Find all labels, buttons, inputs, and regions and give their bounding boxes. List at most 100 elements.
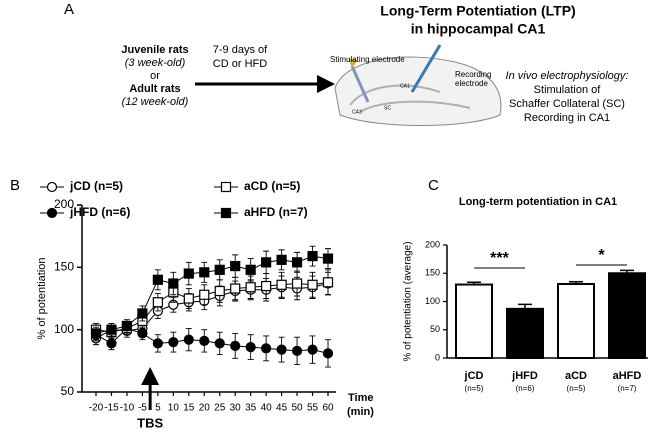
- marker: [199, 335, 210, 346]
- bar: [608, 272, 646, 359]
- x-tick-label: 15: [183, 403, 195, 414]
- marker: [106, 338, 117, 349]
- y-tick-label: 100: [425, 296, 440, 306]
- marker: [307, 344, 318, 355]
- method-text: Recording in CA1: [524, 112, 610, 124]
- y-tick-label: 150: [425, 268, 440, 278]
- marker: [168, 278, 179, 289]
- y-tick-label: 50: [430, 324, 440, 334]
- series-line: [95, 283, 329, 339]
- marker: [245, 264, 256, 275]
- x-tick-label: 10: [168, 403, 180, 414]
- series-line: [95, 327, 329, 354]
- panel-label: B: [10, 177, 20, 194]
- x-tick-label: -20: [89, 403, 104, 414]
- marker: [230, 260, 241, 272]
- bar: [455, 283, 493, 359]
- x-axis-label: Time: [348, 392, 373, 404]
- y-tick-label: 0: [435, 352, 440, 362]
- hippocampus-diagram: [334, 44, 502, 126]
- marker: [152, 338, 163, 349]
- group-text: (12 week-old): [122, 96, 189, 108]
- method-text: Stimulation of: [534, 84, 602, 96]
- x-tick-label: 5: [155, 403, 161, 414]
- series-line: [95, 281, 329, 333]
- legend-label: aHFD (n=7): [244, 205, 308, 219]
- diagram-label: CA3: [352, 109, 362, 115]
- y-tick-label: 100: [54, 322, 74, 336]
- legend-marker: [220, 207, 232, 219]
- bar: [506, 307, 544, 359]
- legend-marker: [46, 207, 58, 219]
- x-tick-label: -15: [104, 403, 119, 414]
- diagram-label: electrode: [455, 79, 488, 88]
- diagram-label: SC: [384, 105, 391, 111]
- title: Long-Term Potentiation (LTP): [380, 3, 575, 19]
- marker: [322, 253, 334, 264]
- x-tick-label: aHFD: [613, 370, 642, 382]
- y-tick-label: 150: [54, 260, 74, 274]
- x-tick-sublabel: (n=5): [567, 384, 586, 393]
- marker: [106, 324, 117, 335]
- y-axis-label: % of potentiation: [36, 258, 48, 340]
- x-tick-label: 30: [230, 403, 242, 414]
- x-tick-label: aCD: [565, 370, 587, 382]
- x-tick-label: 35: [245, 403, 257, 414]
- y-axis-label: % of potentiation (average): [403, 241, 414, 361]
- significance-label: *: [598, 247, 605, 264]
- legend-label: jHFD (n=6): [69, 205, 130, 219]
- x-tick-label: 45: [276, 403, 288, 414]
- title: in hippocampal CA1: [411, 21, 546, 37]
- x-tick-sublabel: (n=7): [618, 384, 637, 393]
- legend-marker: [220, 181, 232, 193]
- marker: [183, 268, 194, 279]
- marker: [183, 334, 194, 345]
- annotation: TBS: [137, 415, 163, 430]
- series-line: [95, 255, 329, 334]
- y-tick-label: 200: [54, 197, 74, 211]
- marker: [261, 280, 272, 292]
- group-text: (3 week-old): [125, 57, 186, 69]
- x-tick-label: -5: [138, 403, 147, 414]
- marker: [214, 338, 225, 349]
- method-text: In vivo electrophysiology:: [506, 70, 629, 82]
- marker: [261, 343, 272, 354]
- marker: [137, 308, 148, 319]
- marker: [183, 293, 194, 304]
- marker: [322, 277, 334, 288]
- x-tick-label: 20: [199, 403, 211, 414]
- chart-title: Long-term potentiation in CA1: [459, 196, 617, 208]
- marker: [307, 279, 318, 290]
- marker: [168, 337, 179, 348]
- panel-label: C: [428, 177, 439, 194]
- marker: [121, 320, 133, 332]
- x-tick-label: 60: [322, 403, 334, 414]
- group-text: or: [150, 70, 160, 82]
- x-tick-label: -10: [120, 403, 135, 414]
- legend-label: aCD (n=5): [244, 179, 300, 193]
- marker: [276, 344, 287, 355]
- marker: [276, 254, 287, 265]
- marker: [276, 279, 287, 290]
- x-tick-label: jHFD: [511, 370, 538, 382]
- marker: [245, 282, 256, 293]
- diet-text: CD or HFD: [213, 58, 267, 70]
- marker: [90, 328, 102, 339]
- group-text: Juvenile rats: [121, 44, 188, 56]
- marker: [291, 278, 303, 289]
- diagram-label: Stimulating electrode: [330, 55, 405, 64]
- y-tick-label: 50: [61, 384, 75, 398]
- marker: [199, 267, 210, 278]
- x-tick-label: 55: [307, 403, 319, 414]
- significance-label: ***: [490, 250, 509, 267]
- diet-text: 7-9 days of: [213, 44, 268, 56]
- marker: [152, 297, 163, 308]
- x-tick-sublabel: (n=5): [465, 384, 484, 393]
- marker: [230, 340, 241, 351]
- marker: [291, 345, 303, 356]
- x-tick-label: 25: [214, 403, 226, 414]
- x-axis-label: (min): [347, 406, 374, 418]
- marker: [261, 257, 272, 268]
- marker: [152, 274, 163, 285]
- x-tick-label: jCD: [464, 370, 484, 382]
